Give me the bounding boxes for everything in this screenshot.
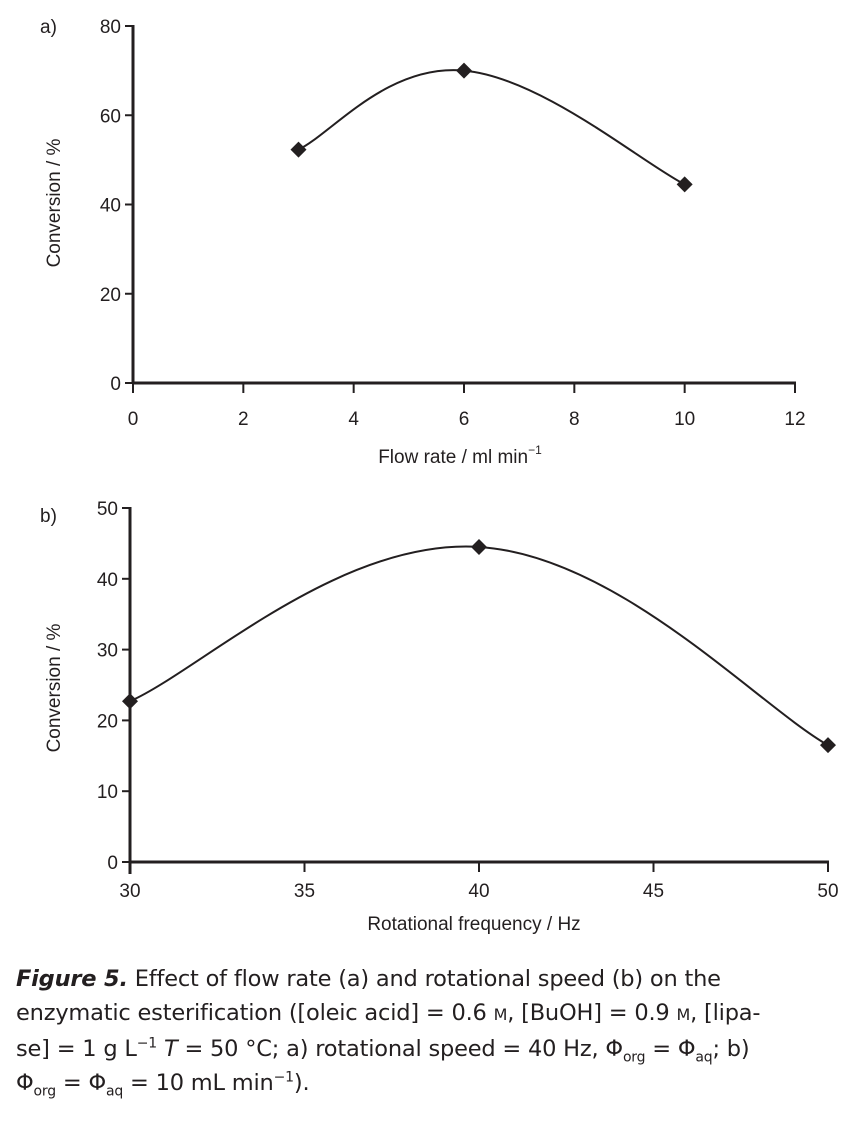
chart-panel-b: b) 0 10 20 30 40 50 30 35 40 45 50 Conversion / %… bbox=[40, 499, 839, 935]
y-ticks-a: 0 20 40 60 80 bbox=[100, 17, 133, 395]
x-axis-title-a: Flow rate / ml min−1 bbox=[378, 443, 542, 468]
panel-label-b: b) bbox=[40, 506, 57, 527]
caption-line-3: se] = 1 g L−1 T = 50 °C; a) rotational s… bbox=[16, 1032, 846, 1066]
caption-text-2c: , [lipa- bbox=[690, 1000, 761, 1026]
y-tick-label: 20 bbox=[100, 285, 121, 306]
sub-aq-2: aq bbox=[105, 1083, 124, 1100]
caption-text-2a: enzymatic esterification ([oleic acid] =… bbox=[16, 1000, 494, 1026]
y-ticks-b: 0 10 20 30 40 50 bbox=[97, 499, 130, 874]
data-point-diamond bbox=[676, 176, 693, 193]
x-tick-label: 6 bbox=[459, 409, 470, 430]
sub-org-2: org bbox=[33, 1083, 57, 1100]
caption-text-2b: , [BuOH] = 0.9 bbox=[507, 1000, 677, 1026]
x-axis-title-a-sup: −1 bbox=[528, 443, 542, 457]
caption-text-3c: ; b) bbox=[712, 1036, 750, 1062]
x-ticks-a: 0 2 4 6 8 10 12 bbox=[128, 383, 806, 430]
x-ticks-b: 30 35 40 45 50 bbox=[119, 862, 839, 902]
x-tick-label: 35 bbox=[294, 881, 315, 902]
y-tick-label: 0 bbox=[107, 853, 118, 874]
caption-sup-2: −1 bbox=[273, 1069, 294, 1086]
data-point-diamond bbox=[456, 62, 472, 79]
x-tick-label: 0 bbox=[128, 409, 139, 430]
sub-org-1: org bbox=[622, 1049, 646, 1066]
caption-line-2: enzymatic esterification ([oleic acid] =… bbox=[16, 996, 846, 1032]
y-tick-label: 80 bbox=[100, 17, 121, 38]
series-a bbox=[290, 62, 693, 193]
caption-text-1: Effect of flow rate (a) and rotational s… bbox=[127, 966, 721, 992]
y-axis-title-a: Conversion / % bbox=[44, 138, 65, 267]
caption-text-4c: ). bbox=[293, 1070, 310, 1096]
caption-line-4: Φorg = Φaq = 10 mL min−1). bbox=[16, 1066, 846, 1100]
x-tick-label: 12 bbox=[784, 409, 805, 430]
y-tick-label: 10 bbox=[97, 782, 118, 803]
data-point-diamond bbox=[290, 141, 307, 158]
x-tick-label: 30 bbox=[119, 881, 140, 902]
x-tick-label: 8 bbox=[569, 409, 580, 430]
series-line bbox=[129, 545, 829, 747]
unit-molar-1: M bbox=[493, 1005, 508, 1024]
panel-label-a: a) bbox=[40, 17, 57, 38]
x-tick-label: 40 bbox=[468, 881, 489, 902]
sub-aq-1: aq bbox=[695, 1049, 713, 1066]
x-tick-label: 4 bbox=[348, 409, 359, 430]
phi-symbol-2: Φ bbox=[677, 1036, 696, 1062]
x-axis-title-a-text: Flow rate / ml min bbox=[378, 447, 528, 468]
figure-canvas: a) 0 20 40 60 80 0 2 4 6 8 10 12 Conversion / % Fl… bbox=[40, 17, 839, 935]
chart-panel-a: a) 0 20 40 60 80 0 2 4 6 8 10 12 Conversion / % Fl… bbox=[40, 17, 806, 468]
y-tick-label: 0 bbox=[110, 374, 121, 395]
x-tick-label: 50 bbox=[817, 881, 838, 902]
caption-text-3b: = 50 °C; a) rotational speed = 40 Hz, bbox=[177, 1036, 606, 1062]
y-tick-label: 20 bbox=[97, 711, 118, 732]
data-point-diamond bbox=[471, 538, 487, 555]
y-axis-title-b: Conversion / % bbox=[44, 623, 65, 752]
y-tick-label: 40 bbox=[97, 570, 118, 591]
phi-symbol-3: Φ bbox=[16, 1070, 34, 1096]
phi-symbol-1: Φ bbox=[605, 1036, 623, 1062]
equals-2: = bbox=[55, 1070, 89, 1096]
data-point-diamond bbox=[820, 737, 836, 754]
series-line bbox=[298, 69, 686, 186]
caption-temperature-symbol: T bbox=[163, 1036, 178, 1062]
figure-label: Figure 5. bbox=[16, 966, 128, 992]
figure-caption: Figure 5. Effect of flow rate (a) and ro… bbox=[16, 962, 846, 1100]
caption-text-3a: se] = 1 g L bbox=[16, 1036, 137, 1062]
x-tick-label: 45 bbox=[643, 881, 664, 902]
x-tick-label: 10 bbox=[674, 409, 695, 430]
caption-text-4b: = 10 mL min bbox=[123, 1070, 274, 1096]
phi-symbol-4: Φ bbox=[88, 1070, 106, 1096]
unit-molar-2: M bbox=[676, 1005, 691, 1024]
caption-sup-1: −1 bbox=[136, 1035, 157, 1052]
y-tick-label: 50 bbox=[97, 499, 118, 520]
y-tick-label: 60 bbox=[100, 106, 121, 127]
data-point-diamond bbox=[122, 693, 138, 710]
caption-line-1: Figure 5. Effect of flow rate (a) and ro… bbox=[16, 962, 846, 996]
y-tick-label: 40 bbox=[100, 196, 121, 217]
series-b bbox=[122, 538, 836, 754]
equals-1: = bbox=[645, 1036, 678, 1062]
x-axis-title-b: Rotational frequency / Hz bbox=[367, 914, 580, 935]
y-tick-label: 30 bbox=[97, 641, 118, 662]
x-tick-label: 2 bbox=[238, 409, 249, 430]
